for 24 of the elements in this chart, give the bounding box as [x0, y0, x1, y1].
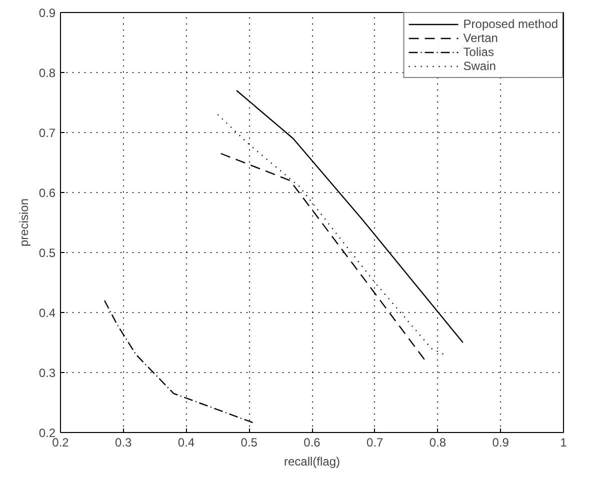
- legend-label: Proposed method: [463, 17, 558, 31]
- y-tick-label: 0.4: [38, 306, 56, 320]
- x-tick-label: 0.3: [115, 436, 132, 450]
- y-tick-label: 0.3: [38, 366, 56, 380]
- y-tick-label: 0.8: [38, 66, 56, 80]
- legend-label: Swain: [463, 59, 496, 73]
- x-tick-label: 0.9: [492, 436, 510, 450]
- x-tick-label: 0.7: [366, 436, 384, 450]
- x-tick-label: 0.2: [52, 436, 70, 450]
- legend-label: Vertan: [463, 31, 498, 45]
- x-tick-label: 0.8: [429, 436, 446, 450]
- y-axis-title: precision: [16, 198, 31, 247]
- x-tick-label: 0.5: [240, 436, 258, 450]
- y-tick-label: 0.7: [38, 126, 56, 140]
- x-tick-label: 0.4: [178, 436, 195, 450]
- y-tick-label: 0.9: [38, 6, 56, 20]
- y-tick-label: 0.5: [38, 246, 56, 260]
- x-tick-label: 1: [560, 436, 568, 450]
- y-tick-label: 0.6: [38, 186, 56, 200]
- line-series: [236, 90, 464, 344]
- legend-label: Tolias: [463, 45, 494, 59]
- line-series: [217, 114, 445, 356]
- x-tick-label: 0.6: [304, 436, 321, 450]
- x-axis-title: recall(flag): [284, 454, 340, 468]
